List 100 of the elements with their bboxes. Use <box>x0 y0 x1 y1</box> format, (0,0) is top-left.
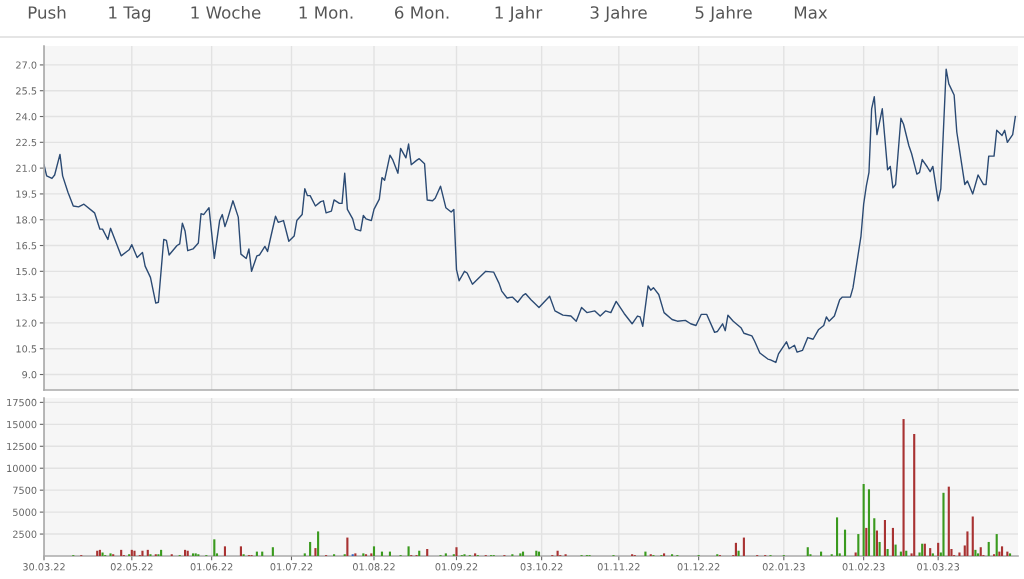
bar <box>742 537 745 556</box>
bar <box>878 541 881 556</box>
bar <box>862 484 865 556</box>
y-tick-label: 15000 <box>7 420 37 429</box>
bar <box>937 542 940 556</box>
bar <box>995 534 998 556</box>
bar <box>271 547 274 556</box>
bar <box>556 550 559 556</box>
text: 5 Jahre <box>695 5 752 22</box>
x-tick-label: 01.03.23 <box>917 563 960 571</box>
bar <box>843 529 847 556</box>
y-tick-label: 18.0 <box>16 216 37 224</box>
y-tick-label: 10.5 <box>16 345 37 353</box>
bar <box>303 553 306 556</box>
bar <box>418 550 421 556</box>
x-tick-label: 01.09.22 <box>435 563 478 571</box>
y-tick-label: 13.5 <box>16 293 37 301</box>
text: 1 Woche <box>191 5 261 19</box>
text: Push <box>28 5 66 19</box>
bar <box>835 517 839 556</box>
x-tick-label: 01.08.22 <box>352 563 395 571</box>
bar <box>186 550 189 556</box>
bar <box>886 548 889 556</box>
bar <box>734 542 737 556</box>
bar <box>455 547 458 556</box>
bar <box>223 546 227 556</box>
bar <box>883 520 886 556</box>
bar <box>183 549 187 556</box>
y-tick-label: 12.0 <box>16 319 37 327</box>
line-series <box>44 68 1017 364</box>
y-tick-label: 15.0 <box>16 267 37 276</box>
bar <box>213 539 216 556</box>
bar <box>346 537 349 556</box>
bar <box>146 549 149 556</box>
y-tick-label: 21.0 <box>16 164 37 172</box>
bar <box>875 530 879 556</box>
x-tick-label: 01.07.22 <box>270 563 313 571</box>
y-tick-label: 17500 <box>7 398 37 407</box>
bar <box>971 516 974 556</box>
x-tick-label: 01.11.22 <box>597 563 640 571</box>
y-tick-label: 25.5 <box>16 87 37 95</box>
text: 1 Tag <box>109 6 151 23</box>
bar <box>317 531 320 556</box>
bar <box>894 544 897 556</box>
bar <box>966 531 969 556</box>
bar <box>974 549 977 556</box>
bar <box>865 527 868 556</box>
y-tick-label: 12500 <box>7 442 37 451</box>
x-tick-label: 02.05.22 <box>110 563 153 571</box>
y-tick-label: 9.0 <box>22 371 37 379</box>
bar <box>191 553 195 556</box>
bar <box>130 549 133 556</box>
bar <box>905 550 908 556</box>
text: 3 Jahre <box>590 5 647 22</box>
bar <box>867 489 871 556</box>
text: 1 Jahr <box>495 5 543 22</box>
x-tick-label: 03.10.22 <box>520 563 563 571</box>
bar <box>873 518 876 556</box>
bar <box>947 486 950 556</box>
bar <box>239 546 242 556</box>
bar <box>309 541 312 556</box>
bar <box>891 527 894 556</box>
bar <box>141 550 144 556</box>
bar <box>160 549 163 556</box>
x-tick-label: 01.12.22 <box>677 563 720 571</box>
bar <box>931 553 934 556</box>
bar <box>958 552 961 556</box>
bar <box>120 549 123 556</box>
text: 1 Mon. <box>299 6 353 19</box>
bar <box>806 547 809 556</box>
bar <box>737 550 740 556</box>
bar <box>407 546 410 556</box>
bar <box>426 548 429 556</box>
bar <box>857 534 860 556</box>
bar <box>854 552 857 556</box>
bar <box>942 492 945 556</box>
x-tick-label: 30.03.22 <box>23 563 65 571</box>
bar <box>902 419 905 556</box>
y-tick-label: 22.5 <box>16 138 37 147</box>
text: Max <box>794 6 828 19</box>
x-tick-label: 01.02.23 <box>842 563 885 571</box>
bar <box>987 541 990 556</box>
y-tick-label: 19.5 <box>16 190 37 198</box>
y-tick-label: 5000 <box>13 508 37 516</box>
text: 6 Mon. <box>394 6 449 19</box>
x-tick-label: 02.01.23 <box>762 563 805 571</box>
bar <box>370 553 373 556</box>
bar <box>979 547 982 556</box>
bar <box>372 546 376 556</box>
y-tick-label: 16.5 <box>16 242 37 250</box>
bar <box>133 550 136 556</box>
x-tick-label: 01.06.22 <box>190 563 233 571</box>
y-tick-label: 2500 <box>13 530 37 538</box>
y-tick-label: 27.0 <box>16 61 37 69</box>
bar <box>1000 546 1004 556</box>
bar <box>913 433 916 556</box>
y-tick-label: 10000 <box>7 464 37 473</box>
bar <box>929 548 932 556</box>
y-tick-label: 24.0 <box>16 113 37 121</box>
y-tick-label: 7500 <box>13 486 37 494</box>
